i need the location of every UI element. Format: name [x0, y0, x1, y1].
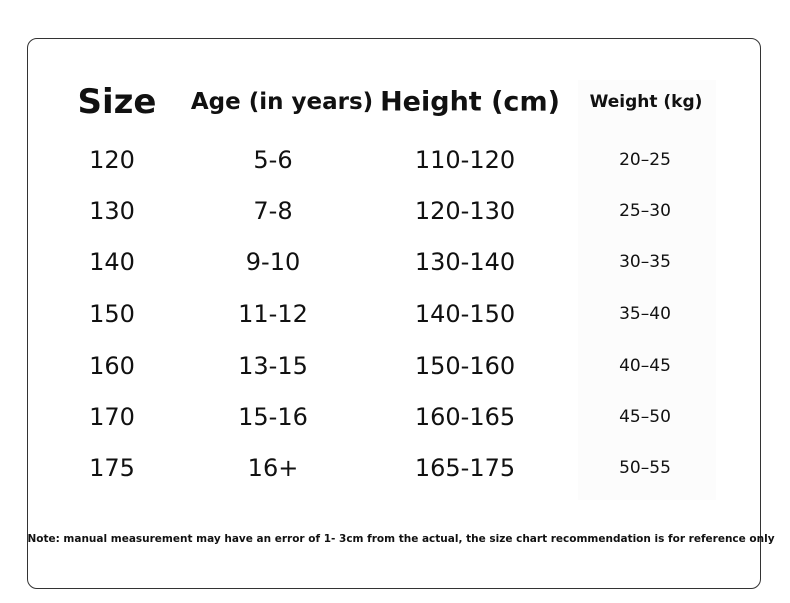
table-cell: 15-16 — [238, 403, 308, 431]
table-cell: 165-175 — [414, 454, 516, 482]
table-cell: 160-165 — [414, 403, 516, 431]
table-cell: 25–30 — [619, 201, 671, 221]
table-cell: 120-130 — [414, 197, 516, 225]
table-cell: 140 — [89, 248, 135, 276]
table-cell: 130 — [89, 197, 135, 225]
table-cell: 16+ — [247, 454, 299, 482]
frame — [27, 38, 761, 589]
table-cell: 30–35 — [619, 252, 671, 272]
note: Note: manual measurement may have an err… — [27, 533, 775, 545]
header-cell: Weight (kg) — [589, 92, 703, 112]
header-cell: Size — [77, 82, 157, 122]
header-cell: Age (in years) — [190, 89, 374, 115]
weight-column-bg — [578, 80, 716, 500]
table-cell: 160 — [89, 352, 135, 380]
table-cell: 175 — [89, 454, 135, 482]
table-cell: 150 — [89, 300, 135, 328]
table-cell: 130-140 — [414, 248, 516, 276]
table-cell: 9-10 — [245, 248, 301, 276]
table-cell: 5-6 — [253, 146, 293, 174]
table-cell: 20–25 — [619, 150, 671, 170]
table-cell: 7-8 — [253, 197, 293, 225]
table-cell: 45–50 — [619, 407, 671, 427]
header-cell: Height (cm) — [380, 86, 560, 118]
table-cell: 35–40 — [619, 304, 671, 324]
table-cell: 140-150 — [414, 300, 516, 328]
table-cell: 120 — [89, 146, 135, 174]
table-cell: 40–45 — [619, 356, 671, 376]
table-cell: 13-15 — [238, 352, 308, 380]
table-cell: 50–55 — [619, 458, 671, 478]
table-cell: 170 — [89, 403, 135, 431]
table-cell: 11-12 — [238, 300, 308, 328]
table-cell: 110-120 — [414, 146, 516, 174]
table-cell: 150-160 — [414, 352, 516, 380]
